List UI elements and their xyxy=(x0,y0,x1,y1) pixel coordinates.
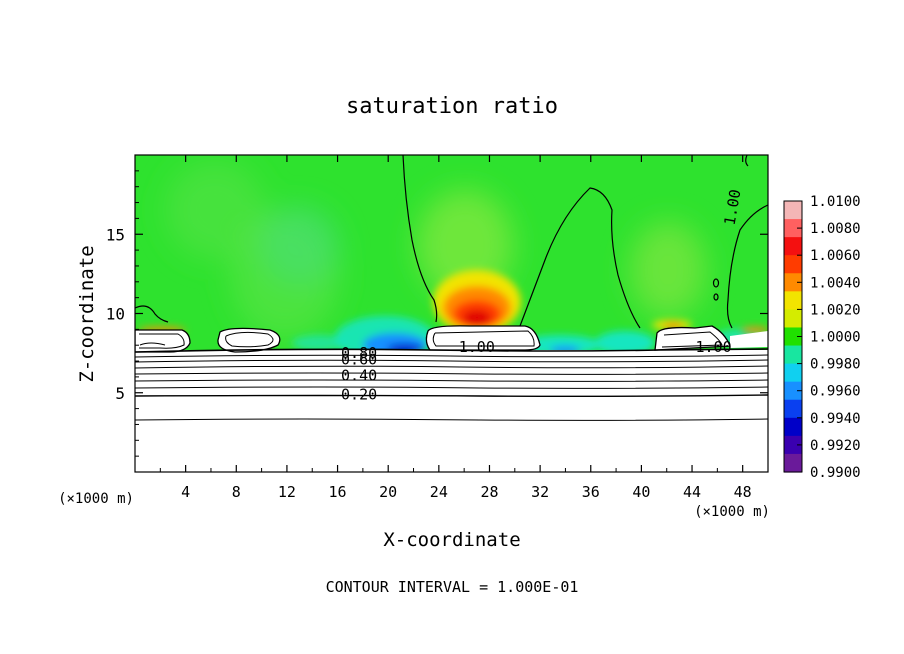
x-axis: 4 8 12 16 20 24 28 32 36 40 44 48 xyxy=(159,155,752,501)
plot-area xyxy=(135,155,768,472)
stratified-contours xyxy=(135,348,768,421)
inner-contours xyxy=(139,330,723,349)
colorbar-label: 0.9940 xyxy=(810,411,861,427)
x-tick-label: 44 xyxy=(683,483,701,501)
contour-label: 1.00 xyxy=(721,188,745,227)
colorbar-swatch xyxy=(784,309,802,329)
colorbar-label: 0.9900 xyxy=(810,465,861,481)
colorbar-label: 1.0080 xyxy=(810,221,861,237)
colorbar-swatch xyxy=(784,291,802,310)
colorbar-label: 1.0000 xyxy=(810,330,861,346)
colorbar-swatch xyxy=(784,417,802,437)
colorbar-swatch xyxy=(784,453,802,473)
colorbar-label: 1.0040 xyxy=(810,275,861,291)
contour-label: 1.00 xyxy=(695,338,731,356)
chart-title: saturation ratio xyxy=(346,94,558,119)
x-tick-label: 20 xyxy=(379,483,397,501)
contour-label: 1.00 xyxy=(459,338,495,356)
colorbar-swatch xyxy=(784,381,802,401)
x-tick-label: 28 xyxy=(480,483,498,501)
x-unit-left: (×1000 m) xyxy=(58,491,134,507)
colorbar-swatch xyxy=(784,255,802,274)
contour-label: 0.80 xyxy=(341,344,377,362)
colorbar-swatch xyxy=(784,327,802,347)
colorbar-swatch xyxy=(784,435,802,455)
colorbar-swatch xyxy=(784,219,802,238)
contour-interval-note: CONTOUR INTERVAL = 1.000E-01 xyxy=(326,578,579,596)
colorbar: 1.0100 1.0080 1.0060 1.0040 1.0020 1.0000 0.99… xyxy=(783,194,861,481)
y-axis-label: Z-coordinate xyxy=(76,245,98,382)
y-tick-label: 10 xyxy=(106,305,125,324)
y-axis: 5 10 15 xyxy=(106,170,768,457)
cloud-blobs xyxy=(135,325,768,353)
x-tick-label: 32 xyxy=(531,483,549,501)
x-tick-label: 24 xyxy=(430,483,448,501)
colorbar-swatch xyxy=(784,345,802,365)
contour-labels: 0.800.600.400.20 1.00 1.00 1.00 xyxy=(341,188,745,403)
colorbar-swatch xyxy=(784,399,802,419)
x-tick-label: 36 xyxy=(582,483,600,501)
y-tick-label: 5 xyxy=(115,384,125,403)
x-tick-label: 12 xyxy=(278,483,296,501)
x-tick-label: 40 xyxy=(632,483,650,501)
colorbar-swatch xyxy=(784,201,802,220)
y-tick-label: 15 xyxy=(106,225,125,244)
contour-label: 0.20 xyxy=(341,385,377,403)
supersaturation-peak xyxy=(138,270,768,334)
x-tick-label: 16 xyxy=(329,483,347,501)
colorbar-swatch xyxy=(784,273,802,292)
x-axis-label: X-coordinate xyxy=(383,529,520,551)
x-unit-right: (×1000 m) xyxy=(694,504,770,520)
x-tick-label: 8 xyxy=(232,483,241,501)
colorbar-label: 1.0020 xyxy=(810,302,861,318)
contour-label: 0.40 xyxy=(341,366,377,384)
x-tick-label: 48 xyxy=(734,483,752,501)
colorbar-swatch xyxy=(784,237,802,256)
colorbar-swatch xyxy=(784,363,802,383)
unity-contours xyxy=(135,155,768,329)
colorbar-label: 0.9960 xyxy=(810,384,861,400)
x-tick-label: 4 xyxy=(181,483,190,501)
colorbar-label: 1.0100 xyxy=(810,194,861,210)
saturated-region xyxy=(135,350,768,472)
contour-label: 0.60 xyxy=(341,350,377,368)
colorbar-label: 1.0060 xyxy=(810,248,861,264)
colorbar-label: 0.9920 xyxy=(810,438,861,454)
colorbar-label: 0.9980 xyxy=(810,357,861,373)
